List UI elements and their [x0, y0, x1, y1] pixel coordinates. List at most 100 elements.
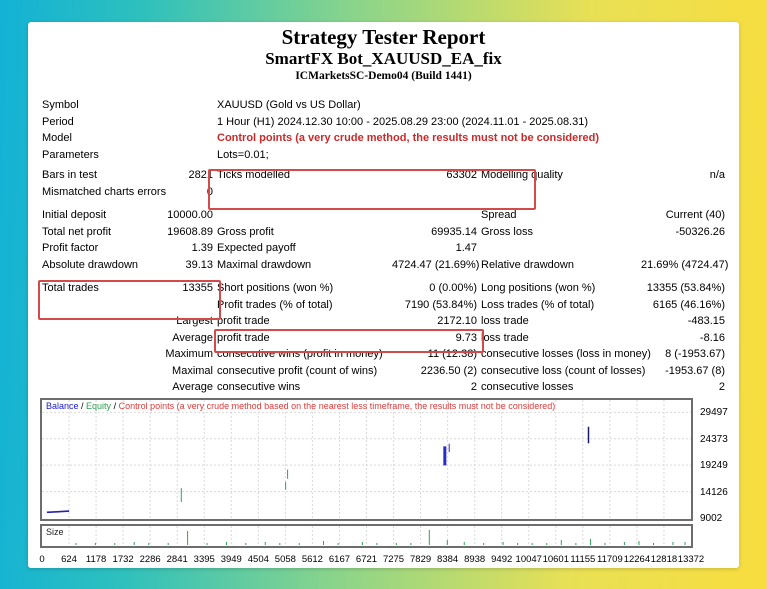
field-value: 39.13: [185, 258, 213, 271]
field-value: -483.15: [687, 315, 725, 328]
field-value: 11 (12.38): [427, 348, 477, 361]
chart-legend: Balance / Equity / Control points (a ver…: [46, 401, 555, 411]
size-chart-frame: Size: [40, 524, 693, 548]
field-value: Control points (a very crude method, the…: [217, 132, 599, 145]
x-tick-label: 2841: [166, 554, 188, 565]
field-label: consecutive loss (count of losses): [481, 364, 646, 377]
report-row: Bars in test 2821 Ticks modelled 63302 Model…: [42, 167, 739, 184]
field-value: 19608.89: [167, 225, 213, 238]
field-label: Maximal drawdown: [217, 258, 312, 271]
x-tick-label: 9492: [491, 554, 513, 565]
x-tick-label: 3949: [220, 554, 242, 565]
field-value: 2236.50 (2): [420, 364, 477, 377]
field-label: Short positions (won %): [217, 282, 334, 295]
y-tick-label: 9002: [700, 512, 723, 524]
field-value: 21.69% (4724.47): [641, 258, 729, 271]
field-value: 2: [718, 381, 725, 394]
field-value: 13355: [182, 282, 213, 295]
field-label: Total trades: [42, 282, 99, 295]
x-tick-label: 3395: [193, 554, 215, 565]
x-tick-label: 10047: [515, 554, 542, 565]
report-row: Largest profit trade 2172.10 loss trade -483…: [42, 313, 739, 330]
server-build: ICMarketsSC-Demo04 (Build 1441): [295, 70, 472, 82]
field-label: Ticks modelled: [217, 169, 290, 182]
legend-balance: Balance: [46, 401, 79, 411]
field-value: -1953.67 (8): [665, 364, 725, 377]
x-tick-label: 8384: [437, 554, 459, 565]
legend-separator: /: [78, 401, 87, 411]
field-value: 2172.10: [437, 315, 477, 328]
report-row: Model Control points (a very crude method…: [42, 130, 739, 147]
report-row: Profit trades (% of total) 7190 (53.84%) L…: [42, 297, 739, 314]
legend-separator: /: [111, 401, 119, 411]
field-value: 0: [206, 185, 213, 198]
y-tick-label: 29497: [700, 407, 728, 419]
field-label: Long positions (won %): [481, 282, 596, 295]
lot-size-plot: [68, 526, 686, 546]
x-tick-label: 12818: [650, 554, 678, 565]
field-value: 1.39: [191, 242, 213, 255]
report-row: Maximum consecutive wins (profit in money…: [42, 346, 739, 363]
field-value: -50326.26: [675, 225, 725, 238]
x-tick-label: 10601: [542, 554, 569, 565]
field-label: Parameters: [42, 148, 99, 161]
field-value: Lots=0.01;: [217, 148, 269, 161]
report-row: Total net profit 19608.89 Gross profit 6993…: [42, 224, 739, 241]
balance-line: [46, 510, 70, 514]
field-label: Initial deposit: [42, 209, 107, 222]
field-value: 2821: [188, 169, 213, 182]
field-value: 7190 (53.84%): [404, 298, 477, 311]
field-label: Profit factor: [42, 242, 99, 255]
report-row: Average consecutive wins 2 consecutive loss…: [42, 379, 739, 396]
report-row: Average profit trade 9.73 loss trade -8.16: [42, 330, 739, 347]
field-value: Largest: [176, 315, 213, 328]
field-label: Modelling quality: [481, 169, 563, 182]
report-row: Absolute drawdown 39.13 Maximal drawdown 47…: [42, 257, 739, 274]
x-tick-label: 11155: [570, 554, 596, 565]
x-tick-label: 2286: [139, 554, 161, 565]
field-value: 1 Hour (H1) 2024.12.30 10:00 - 2025.08.2…: [217, 115, 589, 128]
field-value: Average: [172, 331, 213, 344]
report-row: Period 1 Hour (H1) 2024.12.30 10:00 - 202…: [42, 114, 739, 131]
x-tick-label: 6721: [355, 554, 378, 565]
field-value: -8.16: [699, 331, 725, 344]
page-title: Strategy Tester Report: [281, 25, 486, 49]
field-label: Gross loss: [481, 225, 533, 238]
balance-equity-plot: [42, 400, 691, 519]
report-row: Parameters Lots=0.01;: [42, 147, 739, 164]
field-label: Gross profit: [217, 225, 274, 238]
field-value: Average: [172, 381, 213, 394]
report-row: Maximal consecutive profit (count of wins…: [42, 363, 739, 380]
report-row: Initial deposit 10000.00 Spread Current (40…: [42, 207, 739, 224]
y-tick-label: 24373: [700, 433, 728, 445]
field-label: Model: [42, 132, 72, 145]
field-label: loss trade: [481, 315, 529, 328]
legend-model-note: Control points (a very crude method base…: [118, 401, 556, 411]
field-value: 13355 (53.84%): [646, 282, 725, 295]
field-label: Expected payoff: [217, 242, 296, 255]
field-label: consecutive wins (profit in money): [217, 348, 383, 361]
x-tick-label: 624: [61, 554, 77, 565]
field-label: Mismatched charts errors: [42, 185, 167, 198]
field-value: 6165 (46.16%): [652, 298, 725, 311]
report-row: Total trades 13355 Short positions (won %)…: [42, 280, 739, 297]
field-label: Symbol: [42, 99, 79, 112]
field-label: consecutive losses: [481, 381, 574, 394]
field-label: Absolute drawdown: [42, 258, 139, 271]
field-label: Period: [42, 115, 74, 128]
field-label: Relative drawdown: [481, 258, 574, 271]
field-value: 1.47: [455, 242, 477, 255]
field-value: XAUUSD (Gold vs US Dollar): [217, 99, 361, 112]
report-row: Profit factor 1.39 Expected payoff 1.47: [42, 240, 739, 257]
field-label: profit trade: [217, 315, 270, 328]
main-chart-frame: Balance / Equity / Control points (a ver…: [40, 398, 693, 521]
field-value: Current (40): [665, 209, 725, 222]
x-tick-label: 0: [39, 554, 45, 565]
x-tick-label: 7829: [410, 554, 432, 565]
field-label: consecutive wins: [217, 381, 301, 394]
field-value: Maximum: [165, 348, 213, 361]
field-value: 63302: [446, 169, 477, 182]
x-tick-label: 5612: [301, 554, 323, 565]
report-table: Symbol XAUUSD (Gold vs US Dollar) Period 1 …: [28, 97, 739, 397]
field-label: loss trade: [481, 331, 529, 344]
